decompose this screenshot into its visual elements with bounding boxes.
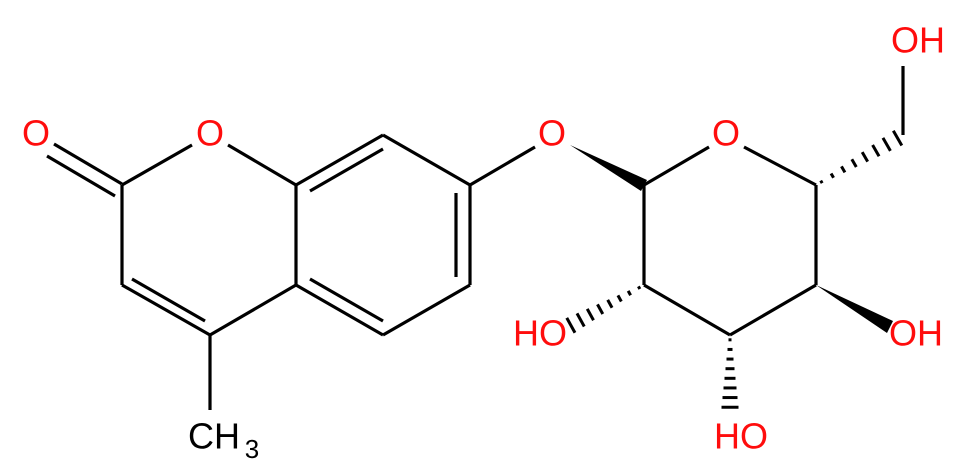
bonds [46,66,905,410]
hash-line [606,299,614,309]
bond [209,283,297,337]
hash-line [585,308,595,321]
hash-line [565,317,577,334]
bond [227,143,297,187]
bond [46,154,116,198]
hash-line [637,285,642,290]
bond [382,133,471,187]
hash-line [840,165,847,174]
hash-line [871,144,881,158]
atom-label: O [22,113,50,154]
hash-line [850,158,858,168]
hash-line [626,290,632,296]
bond [121,283,211,337]
atom-label: HO [714,416,768,457]
hash-line [596,303,605,315]
atom-label: O [712,113,740,154]
atom-label: O [196,113,224,154]
bond [643,283,731,337]
hash-line [575,312,586,328]
hash-line [829,172,835,179]
hash-line [881,137,892,152]
bond [53,142,123,186]
bond [309,277,384,323]
atom-label: HO [513,313,567,354]
hash-line [892,130,904,147]
hash-line [616,294,623,303]
hash-line [860,151,869,163]
atom-subscript: 3 [245,434,259,464]
bond [295,133,384,187]
bond [729,283,817,337]
bond [309,147,384,193]
wedge-bond [570,145,647,191]
bond [743,145,817,187]
bond [643,145,710,187]
bond [469,145,536,187]
bond [382,283,471,337]
atom-label: O [538,113,566,154]
atom-label: CH [188,416,240,457]
atom-label: OH [889,313,943,354]
bond [131,277,206,323]
atom-label: OH [891,20,945,61]
wedge-bond [816,285,893,333]
hashed-bonds [565,130,904,409]
bond [121,143,193,187]
bond [295,283,384,337]
hash-line [819,179,824,184]
